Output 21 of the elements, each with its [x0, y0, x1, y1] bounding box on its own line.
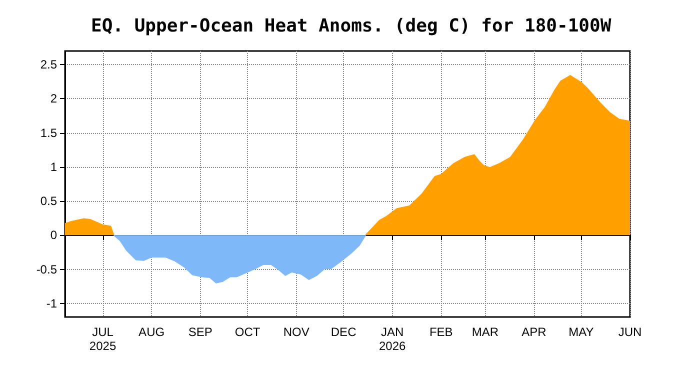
y-tick-label: 2.5 [40, 58, 58, 72]
x-tick-label: MAR [472, 325, 499, 339]
y-tick-label: 1 [50, 160, 58, 174]
x-tick-label: FEB [429, 325, 453, 339]
y-tick-label: 1.5 [40, 126, 58, 140]
x-tick-label: NOV [283, 325, 310, 339]
x-tick-label: JAN 2026 [379, 325, 406, 353]
x-tick-label: JUL 2025 [89, 325, 116, 353]
y-tick-label: -0.5 [36, 262, 58, 276]
x-tick-label: OCT [234, 325, 261, 339]
x-tick-label: SEP [188, 325, 212, 339]
x-tick-label: DEC [330, 325, 357, 339]
x-tick-label: APR [522, 325, 547, 339]
y-tick-label: 0 [50, 228, 58, 242]
x-tick-label: AUG [138, 325, 165, 339]
x-tick-label: MAY [568, 325, 594, 339]
y-tick-label: 2 [50, 92, 58, 106]
y-tick-label: -1 [46, 296, 58, 310]
y-tick-label: 0.5 [40, 194, 58, 208]
x-tick-label: JUN [618, 325, 642, 339]
chart-title: EQ. Upper-Ocean Heat Anoms. (deg C) for 180-100W [91, 16, 612, 36]
